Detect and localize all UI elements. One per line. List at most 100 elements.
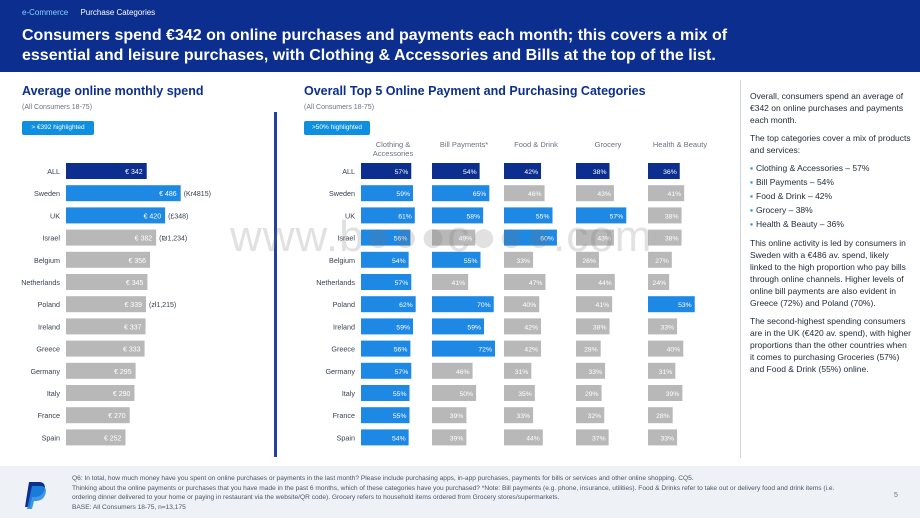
spend-value-label: € 342: [125, 169, 143, 176]
category-bar-poland-grocery: [576, 296, 613, 313]
category-bar-belgium-bill-payments: [432, 251, 481, 268]
category-value-label: 28%: [656, 413, 670, 420]
category-value-label: 58%: [467, 213, 481, 220]
commentary-bullet: ▪ Clothing & Accessories – 57%: [750, 162, 912, 174]
categories-chart-title: Overall Top 5 Online Payment and Purchas…: [304, 84, 646, 98]
category-value-label: 47%: [529, 280, 543, 287]
category-bar-sweden-bill-payments: [432, 185, 490, 202]
commentary-text: Overall, consumers spend an average of €…: [750, 90, 912, 381]
category-value-label: 33%: [516, 413, 530, 420]
category-row-label: Sweden: [329, 189, 355, 198]
commentary-bullet: ▪ Health & Beauty – 36%: [750, 218, 912, 230]
spend-category-label: Greece: [36, 345, 60, 354]
category-value-label: 55%: [393, 413, 407, 420]
category-value-label: 41%: [596, 302, 610, 309]
category-value-label: 42%: [524, 347, 538, 354]
category-value-label: 65%: [473, 191, 487, 198]
category-bar-spain-grocery: [576, 429, 609, 446]
category-bar-poland-health-beauty: [648, 296, 695, 313]
column-header-food-drink: Food & Drink: [514, 140, 558, 149]
categories-bar-chart: ALL 57% 54% 42% 38% 36% Sweden 59% 65% 46% 43% 41% U…: [316, 163, 695, 446]
bullet-icon: ▪: [750, 163, 754, 173]
category-value-label: 53%: [678, 302, 692, 309]
category-bar-italy-food-drink: [504, 385, 535, 401]
spend-category-label: Netherlands: [21, 278, 60, 287]
spend-value-label: € 333: [123, 347, 141, 354]
category-value-label: 33%: [516, 258, 530, 265]
category-bar-sweden-health-beauty: [648, 185, 685, 202]
category-value-label: 36%: [663, 169, 677, 176]
category-value-label: 40%: [523, 302, 537, 309]
bullet-text: Food & Drink – 42%: [756, 191, 833, 201]
category-value-label: 42%: [524, 324, 538, 331]
category-value-label: 59%: [396, 324, 410, 331]
breadcrumb: e-Commerce Purchase Categories: [22, 8, 165, 17]
category-row-label: ALL: [342, 167, 355, 176]
category-value-label: 55%: [393, 391, 407, 398]
category-value-label: 37%: [592, 435, 606, 442]
category-value-label: 39%: [450, 413, 464, 420]
category-bar-netherlands-clothing-accessories: [361, 274, 412, 290]
category-value-label: 46%: [528, 191, 542, 198]
category-bar-israel-clothing-accessories: [361, 229, 411, 246]
category-value-label: 35%: [518, 391, 532, 398]
spend-highlight-badge: > €392 highlighted: [22, 121, 94, 135]
category-value-label: 28%: [584, 347, 598, 354]
categories-chart-base: (All Consumers 18-75): [304, 104, 375, 111]
spend-bar-uk: [66, 207, 166, 224]
spend-category-label: Ireland: [38, 322, 60, 331]
category-bar-greece-bill-payments: [432, 340, 495, 357]
category-row-label: Netherlands: [316, 278, 355, 287]
breadcrumb-ecommerce[interactable]: e-Commerce: [22, 8, 69, 17]
category-bar-greece-clothing-accessories: [361, 340, 411, 357]
category-bar-belgium-food-drink: [504, 251, 534, 268]
category-value-label: 50%: [459, 391, 473, 398]
spend-value-label: € 295: [114, 369, 132, 376]
spend-value-label: € 345: [126, 280, 144, 287]
spend-category-label: France: [38, 411, 60, 420]
spend-category-label: Italy: [47, 389, 61, 398]
category-value-label: 59%: [396, 191, 410, 198]
spend-bar-belgium: [66, 251, 151, 268]
spend-bar-chart: ALL € 342 Sweden € 486 (Kr4815) UK € 420 (£348)…: [21, 163, 211, 446]
category-bar-germany-clothing-accessories: [361, 362, 412, 379]
category-row-label: Israel: [337, 234, 355, 243]
spend-category-label: Germany: [30, 367, 60, 376]
category-value-label: 54%: [392, 435, 406, 442]
category-value-label: 44%: [598, 280, 612, 287]
section-divider: [274, 112, 277, 457]
category-value-label: 41%: [452, 280, 466, 287]
commentary-p3: This online activity is led by consumers…: [750, 238, 906, 308]
commentary-p1: Overall, consumers spend an average of €…: [750, 91, 904, 125]
category-bar-poland-food-drink: [504, 296, 540, 313]
spend-bar-france: [66, 407, 130, 424]
footnote-base: BASE: All Consumers 18-75, n=13,175: [72, 503, 186, 511]
category-bar-all-bill-payments: [432, 163, 480, 179]
category-value-label: 39%: [450, 435, 464, 442]
category-value-label: 31%: [659, 369, 673, 376]
category-bar-ireland-bill-payments: [432, 318, 485, 335]
category-value-label: 57%: [395, 280, 409, 287]
category-bar-netherlands-grocery: [576, 274, 615, 290]
category-row-label: Italy: [342, 389, 356, 398]
spend-bar-greece: [66, 340, 145, 357]
spend-bar-netherlands: [66, 274, 148, 290]
category-row-label: Ireland: [333, 322, 355, 331]
category-bar-spain-food-drink: [504, 429, 543, 446]
category-bar-netherlands-food-drink: [504, 274, 546, 290]
category-value-label: 26%: [582, 258, 596, 265]
category-value-label: 60%: [540, 236, 554, 243]
spend-value-label: € 290: [113, 391, 131, 398]
category-value-label: 44%: [526, 435, 540, 442]
category-row-label: Belgium: [329, 256, 355, 265]
spend-bar-germany: [66, 362, 136, 379]
spend-value-label: € 356: [128, 258, 146, 265]
category-bar-italy-clothing-accessories: [361, 385, 410, 401]
breadcrumb-purchase-categories[interactable]: Purchase Categories: [80, 8, 156, 17]
category-bar-all-health-beauty: [648, 163, 680, 179]
category-bar-spain-bill-payments: [432, 429, 467, 446]
category-bar-netherlands-bill-payments: [432, 274, 469, 290]
category-bar-uk-clothing-accessories: [361, 207, 415, 224]
spend-category-label: Sweden: [34, 189, 60, 198]
category-bar-ireland-clothing-accessories: [361, 318, 414, 335]
